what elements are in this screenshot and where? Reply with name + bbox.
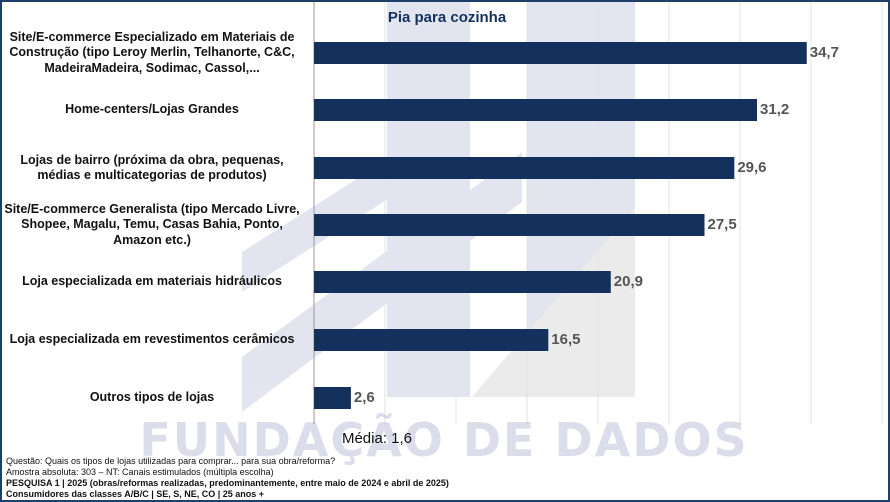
- value-label: 27,5: [707, 216, 737, 233]
- category-label: Site/E-commerce Especializado em Materia…: [9, 29, 295, 75]
- footer-audience: Consumidores das classes A/B/C | SE, S, …: [6, 489, 265, 499]
- bar: [314, 271, 611, 293]
- value-label: 31,2: [760, 101, 790, 118]
- bar: [314, 387, 351, 409]
- category-label: Lojas de bairro (próxima da obra, pequen…: [20, 152, 284, 183]
- category-label: Outros tipos de lojas: [89, 390, 215, 404]
- value-label: 2,6: [353, 389, 375, 406]
- bar: [314, 329, 549, 351]
- footer-notes: Questão: Quais os tipos de lojas utiliza…: [6, 456, 449, 500]
- bar: [314, 42, 807, 64]
- bar: [314, 157, 735, 179]
- bar: [314, 214, 705, 236]
- value-label: 34,7: [809, 44, 839, 61]
- footer-question: Questão: Quais os tipos de lojas utiliza…: [6, 456, 336, 466]
- value-label: 16,5: [551, 331, 581, 348]
- footer-sample: Amostra absoluta: 303 – NT: Canais estim…: [6, 467, 274, 477]
- category-label: Loja especializada em materiais hidráuli…: [22, 274, 282, 288]
- mean-label: Média: 1,6: [341, 430, 413, 447]
- value-label: 29,6: [737, 159, 767, 176]
- category-label: Loja especializada em revestimentos cerâ…: [9, 332, 295, 346]
- category-label: Home-centers/Lojas Grandes: [65, 102, 239, 116]
- value-label: 20,9: [613, 273, 643, 290]
- footer-survey: PESQUISA 1 | 2025 (obras/reformas realiz…: [6, 478, 449, 488]
- chart-title: Pia para cozinha: [387, 9, 507, 26]
- category-label: Site/E-commerce Generalista (tipo Mercad…: [4, 201, 300, 247]
- bar: [314, 99, 758, 121]
